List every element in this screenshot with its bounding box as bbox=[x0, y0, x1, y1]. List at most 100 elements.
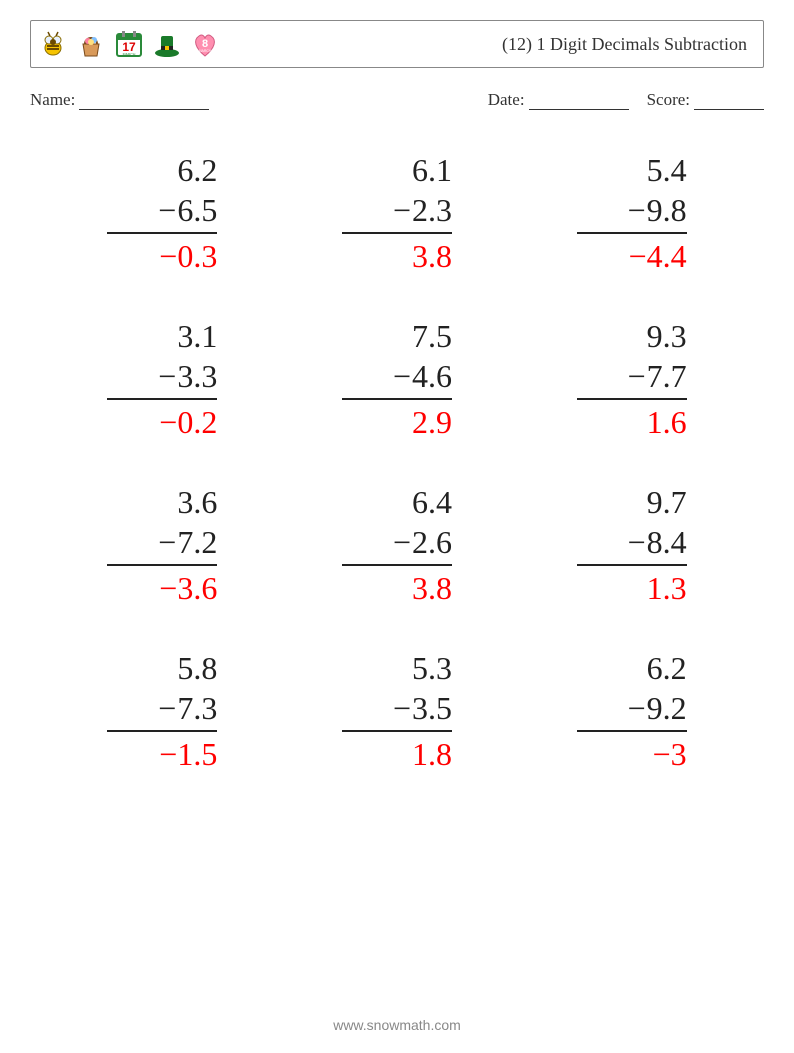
minus-sign: − bbox=[628, 690, 647, 726]
subtrahend: 7.2 bbox=[177, 524, 217, 560]
answer: −0.3 bbox=[107, 234, 217, 276]
problem-stack: 6.2−9.2−3 bbox=[577, 648, 687, 774]
minuend: 3.6 bbox=[107, 482, 217, 522]
subtrahend-row: −2.6 bbox=[342, 522, 452, 566]
subtrahend-row: −9.8 bbox=[577, 190, 687, 234]
subtrahend: 9.2 bbox=[647, 690, 687, 726]
subtrahend-row: −2.3 bbox=[342, 190, 452, 234]
subtrahend: 2.6 bbox=[412, 524, 452, 560]
problem: 3.6−7.2−3.6 bbox=[50, 482, 275, 608]
subtrahend-row: −7.3 bbox=[107, 688, 217, 732]
answer: 3.8 bbox=[342, 234, 452, 276]
minus-sign: − bbox=[158, 524, 177, 560]
subtrahend-row: −9.2 bbox=[577, 688, 687, 732]
minus-sign: − bbox=[393, 358, 412, 394]
worksheet-page: 17 MARCH 8 MARCH bbox=[0, 0, 794, 1053]
subtrahend: 7.3 bbox=[177, 690, 217, 726]
info-row: Name: Date: Score: bbox=[30, 90, 764, 110]
subtrahend: 9.8 bbox=[647, 192, 687, 228]
minuend: 5.8 bbox=[107, 648, 217, 688]
subtrahend: 2.3 bbox=[412, 192, 452, 228]
score-field[interactable] bbox=[694, 91, 764, 110]
subtrahend: 7.7 bbox=[647, 358, 687, 394]
problem-stack: 7.5−4.62.9 bbox=[342, 316, 452, 442]
problem: 9.3−7.71.6 bbox=[519, 316, 744, 442]
minuend: 6.2 bbox=[577, 648, 687, 688]
problem-stack: 6.1−2.33.8 bbox=[342, 150, 452, 276]
minus-sign: − bbox=[393, 690, 412, 726]
minus-sign: − bbox=[393, 192, 412, 228]
problem: 6.2−6.5−0.3 bbox=[50, 150, 275, 276]
minus-sign: − bbox=[158, 690, 177, 726]
problem: 5.4−9.8−4.4 bbox=[519, 150, 744, 276]
subtrahend-row: −6.5 bbox=[107, 190, 217, 234]
date-field[interactable] bbox=[529, 91, 629, 110]
problem: 6.2−9.2−3 bbox=[519, 648, 744, 774]
calendar-icon: 17 MARCH bbox=[113, 28, 145, 60]
date-label: Date: bbox=[488, 90, 525, 110]
answer: −3.6 bbox=[107, 566, 217, 608]
subtrahend: 6.5 bbox=[177, 192, 217, 228]
problem-stack: 3.1−3.3−0.2 bbox=[107, 316, 217, 442]
problem-stack: 5.3−3.51.8 bbox=[342, 648, 452, 774]
basket-icon bbox=[75, 28, 107, 60]
subtrahend-row: −8.4 bbox=[577, 522, 687, 566]
svg-text:MARCH: MARCH bbox=[199, 49, 212, 53]
problem: 5.3−3.51.8 bbox=[285, 648, 510, 774]
answer: −4.4 bbox=[577, 234, 687, 276]
subtrahend: 3.5 bbox=[412, 690, 452, 726]
minus-sign: − bbox=[628, 524, 647, 560]
minus-sign: − bbox=[393, 524, 412, 560]
minuend: 5.3 bbox=[342, 648, 452, 688]
score-label: Score: bbox=[647, 90, 690, 110]
minus-sign: − bbox=[628, 358, 647, 394]
worksheet-title: (12) 1 Digit Decimals Subtraction bbox=[502, 34, 753, 55]
name-field[interactable] bbox=[79, 91, 209, 110]
bee-icon bbox=[37, 28, 69, 60]
minuend: 6.4 bbox=[342, 482, 452, 522]
problem-stack: 5.4−9.8−4.4 bbox=[577, 150, 687, 276]
minuend: 6.2 bbox=[107, 150, 217, 190]
subtrahend-row: −7.2 bbox=[107, 522, 217, 566]
heart-icon: 8 MARCH bbox=[189, 28, 221, 60]
minuend: 7.5 bbox=[342, 316, 452, 356]
problem: 7.5−4.62.9 bbox=[285, 316, 510, 442]
problem-stack: 9.7−8.41.3 bbox=[577, 482, 687, 608]
subtrahend-row: −3.3 bbox=[107, 356, 217, 400]
problem: 6.1−2.33.8 bbox=[285, 150, 510, 276]
minuend: 5.4 bbox=[577, 150, 687, 190]
minus-sign: − bbox=[628, 192, 647, 228]
problem: 3.1−3.3−0.2 bbox=[50, 316, 275, 442]
answer: 1.6 bbox=[577, 400, 687, 442]
answer: 2.9 bbox=[342, 400, 452, 442]
answer: 1.3 bbox=[577, 566, 687, 608]
minus-sign: − bbox=[158, 192, 177, 228]
icon-strip: 17 MARCH 8 MARCH bbox=[37, 28, 221, 60]
problem: 6.4−2.63.8 bbox=[285, 482, 510, 608]
subtrahend-row: −4.6 bbox=[342, 356, 452, 400]
problem-stack: 9.3−7.71.6 bbox=[577, 316, 687, 442]
subtrahend-row: −7.7 bbox=[577, 356, 687, 400]
subtrahend: 4.6 bbox=[412, 358, 452, 394]
minuend: 6.1 bbox=[342, 150, 452, 190]
footer-text: www.snowmath.com bbox=[0, 1017, 794, 1033]
svg-text:MARCH: MARCH bbox=[123, 53, 136, 57]
subtrahend: 8.4 bbox=[647, 524, 687, 560]
problems-grid: 6.2−6.5−0.36.1−2.33.85.4−9.8−4.43.1−3.3−… bbox=[30, 150, 764, 774]
answer: −3 bbox=[577, 732, 687, 774]
answer: 1.8 bbox=[342, 732, 452, 774]
problem-stack: 3.6−7.2−3.6 bbox=[107, 482, 217, 608]
minuend: 3.1 bbox=[107, 316, 217, 356]
answer: −0.2 bbox=[107, 400, 217, 442]
subtrahend: 3.3 bbox=[177, 358, 217, 394]
problem: 5.8−7.3−1.5 bbox=[50, 648, 275, 774]
problem: 9.7−8.41.3 bbox=[519, 482, 744, 608]
problem-stack: 6.4−2.63.8 bbox=[342, 482, 452, 608]
hat-icon bbox=[151, 28, 183, 60]
minuend: 9.3 bbox=[577, 316, 687, 356]
subtrahend-row: −3.5 bbox=[342, 688, 452, 732]
minuend: 9.7 bbox=[577, 482, 687, 522]
problem-stack: 6.2−6.5−0.3 bbox=[107, 150, 217, 276]
answer: −1.5 bbox=[107, 732, 217, 774]
header-bar: 17 MARCH 8 MARCH bbox=[30, 20, 764, 68]
